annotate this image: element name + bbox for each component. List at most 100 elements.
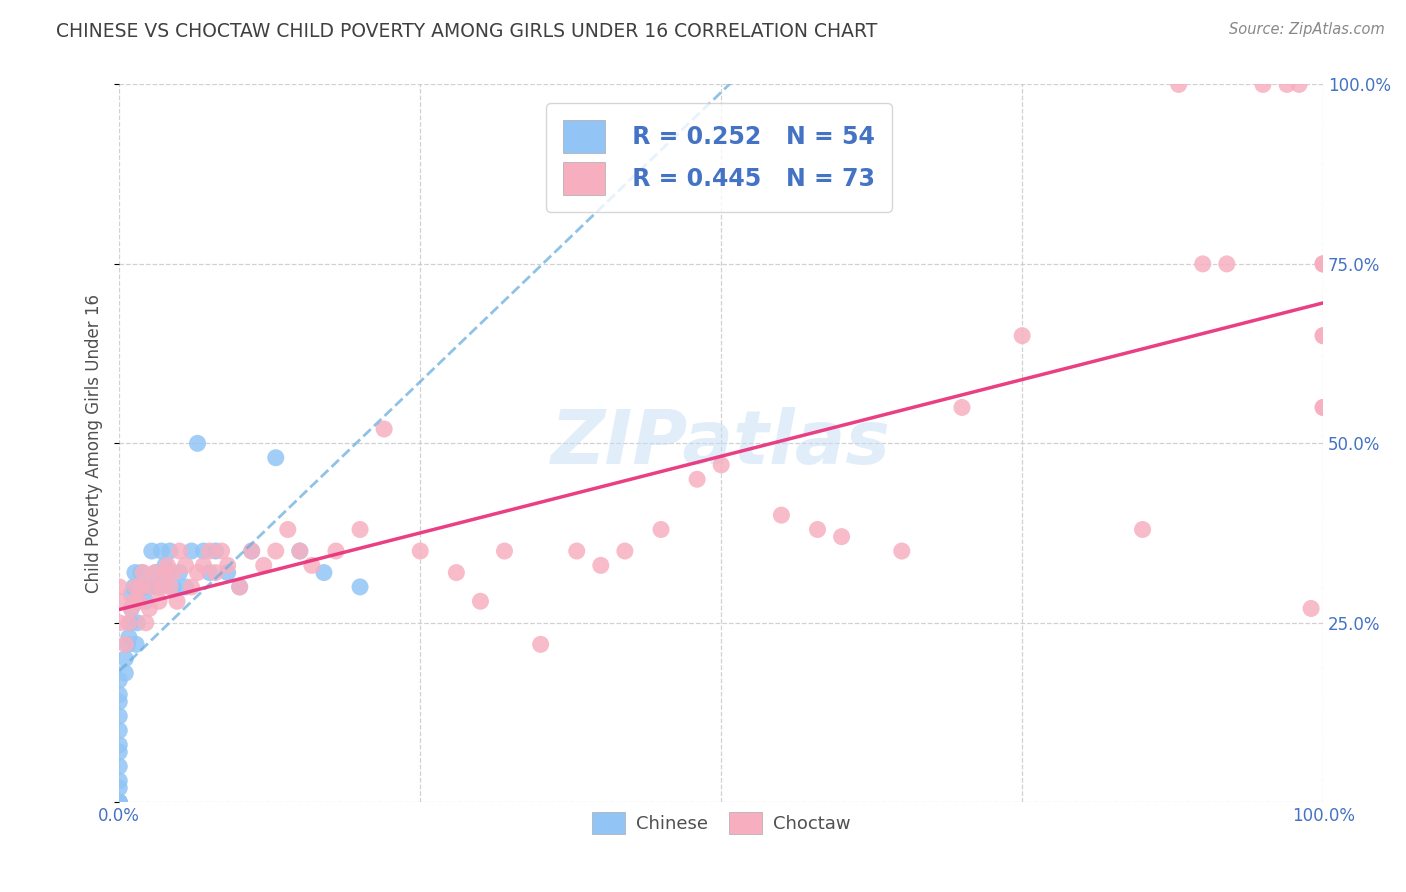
Point <box>217 558 239 573</box>
Point <box>530 637 553 651</box>
Point <box>204 544 226 558</box>
Point <box>132 566 155 580</box>
Point <box>174 580 197 594</box>
Point <box>1167 78 1189 92</box>
Point <box>118 615 141 630</box>
Point <box>108 709 131 723</box>
Point <box>217 566 239 580</box>
Point <box>159 580 181 594</box>
Point <box>114 651 136 665</box>
Point <box>166 594 188 608</box>
Point <box>138 601 160 615</box>
Point <box>950 401 973 415</box>
Point <box>108 773 131 788</box>
Point <box>589 558 612 573</box>
Point <box>198 566 221 580</box>
Point <box>831 530 853 544</box>
Point <box>180 580 202 594</box>
Point <box>1011 328 1033 343</box>
Text: ZIPatlas: ZIPatlas <box>551 407 891 480</box>
Point <box>890 544 912 558</box>
Point <box>125 580 148 594</box>
Point <box>193 558 215 573</box>
Point <box>240 544 263 558</box>
Point <box>141 580 163 594</box>
Point <box>1216 257 1239 271</box>
Point <box>108 759 131 773</box>
Point <box>108 673 131 688</box>
Point <box>494 544 516 558</box>
Point <box>169 544 191 558</box>
Point <box>1312 257 1334 271</box>
Point <box>156 558 179 573</box>
Point <box>162 566 184 580</box>
Point <box>174 558 197 573</box>
Point <box>108 580 131 594</box>
Point <box>159 544 181 558</box>
Point <box>288 544 311 558</box>
Point <box>135 615 157 630</box>
Point <box>613 544 636 558</box>
Point <box>349 580 371 594</box>
Point <box>124 566 146 580</box>
Point <box>806 523 828 537</box>
Point <box>211 544 233 558</box>
Point <box>686 472 709 486</box>
Point <box>153 566 176 580</box>
Point <box>1312 328 1334 343</box>
Point <box>135 594 157 608</box>
Point <box>146 580 169 594</box>
Point <box>1251 78 1274 92</box>
Point <box>1275 78 1298 92</box>
Point <box>108 795 131 809</box>
Point <box>108 615 131 630</box>
Text: Source: ZipAtlas.com: Source: ZipAtlas.com <box>1229 22 1385 37</box>
Point <box>108 795 131 809</box>
Point <box>114 637 136 651</box>
Point <box>108 738 131 752</box>
Point <box>325 544 347 558</box>
Point <box>186 566 208 580</box>
Point <box>145 566 167 580</box>
Point <box>1312 401 1334 415</box>
Point <box>288 544 311 558</box>
Point <box>1312 257 1334 271</box>
Point <box>148 594 170 608</box>
Point <box>710 458 733 472</box>
Point <box>1301 601 1323 615</box>
Point <box>169 566 191 580</box>
Point <box>204 566 226 580</box>
Point <box>120 587 142 601</box>
Point <box>1312 328 1334 343</box>
Point <box>193 544 215 558</box>
Point <box>228 580 250 594</box>
Point <box>108 594 131 608</box>
Point <box>1191 257 1213 271</box>
Point <box>1312 401 1334 415</box>
Point <box>565 544 588 558</box>
Point <box>253 558 276 573</box>
Point <box>108 688 131 702</box>
Point <box>108 695 131 709</box>
Point <box>312 566 335 580</box>
Point <box>128 580 150 594</box>
Point <box>127 615 149 630</box>
Point <box>373 422 395 436</box>
Point <box>770 508 793 523</box>
Point <box>198 544 221 558</box>
Point <box>156 566 179 580</box>
Point <box>150 580 173 594</box>
Point <box>122 594 145 608</box>
Point <box>150 544 173 558</box>
Point <box>301 558 323 573</box>
Point <box>118 630 141 644</box>
Point <box>122 580 145 594</box>
Point <box>1132 523 1154 537</box>
Point <box>128 594 150 608</box>
Point <box>129 566 152 580</box>
Point <box>108 795 131 809</box>
Point <box>128 594 150 608</box>
Point <box>114 666 136 681</box>
Point <box>409 544 432 558</box>
Point <box>162 580 184 594</box>
